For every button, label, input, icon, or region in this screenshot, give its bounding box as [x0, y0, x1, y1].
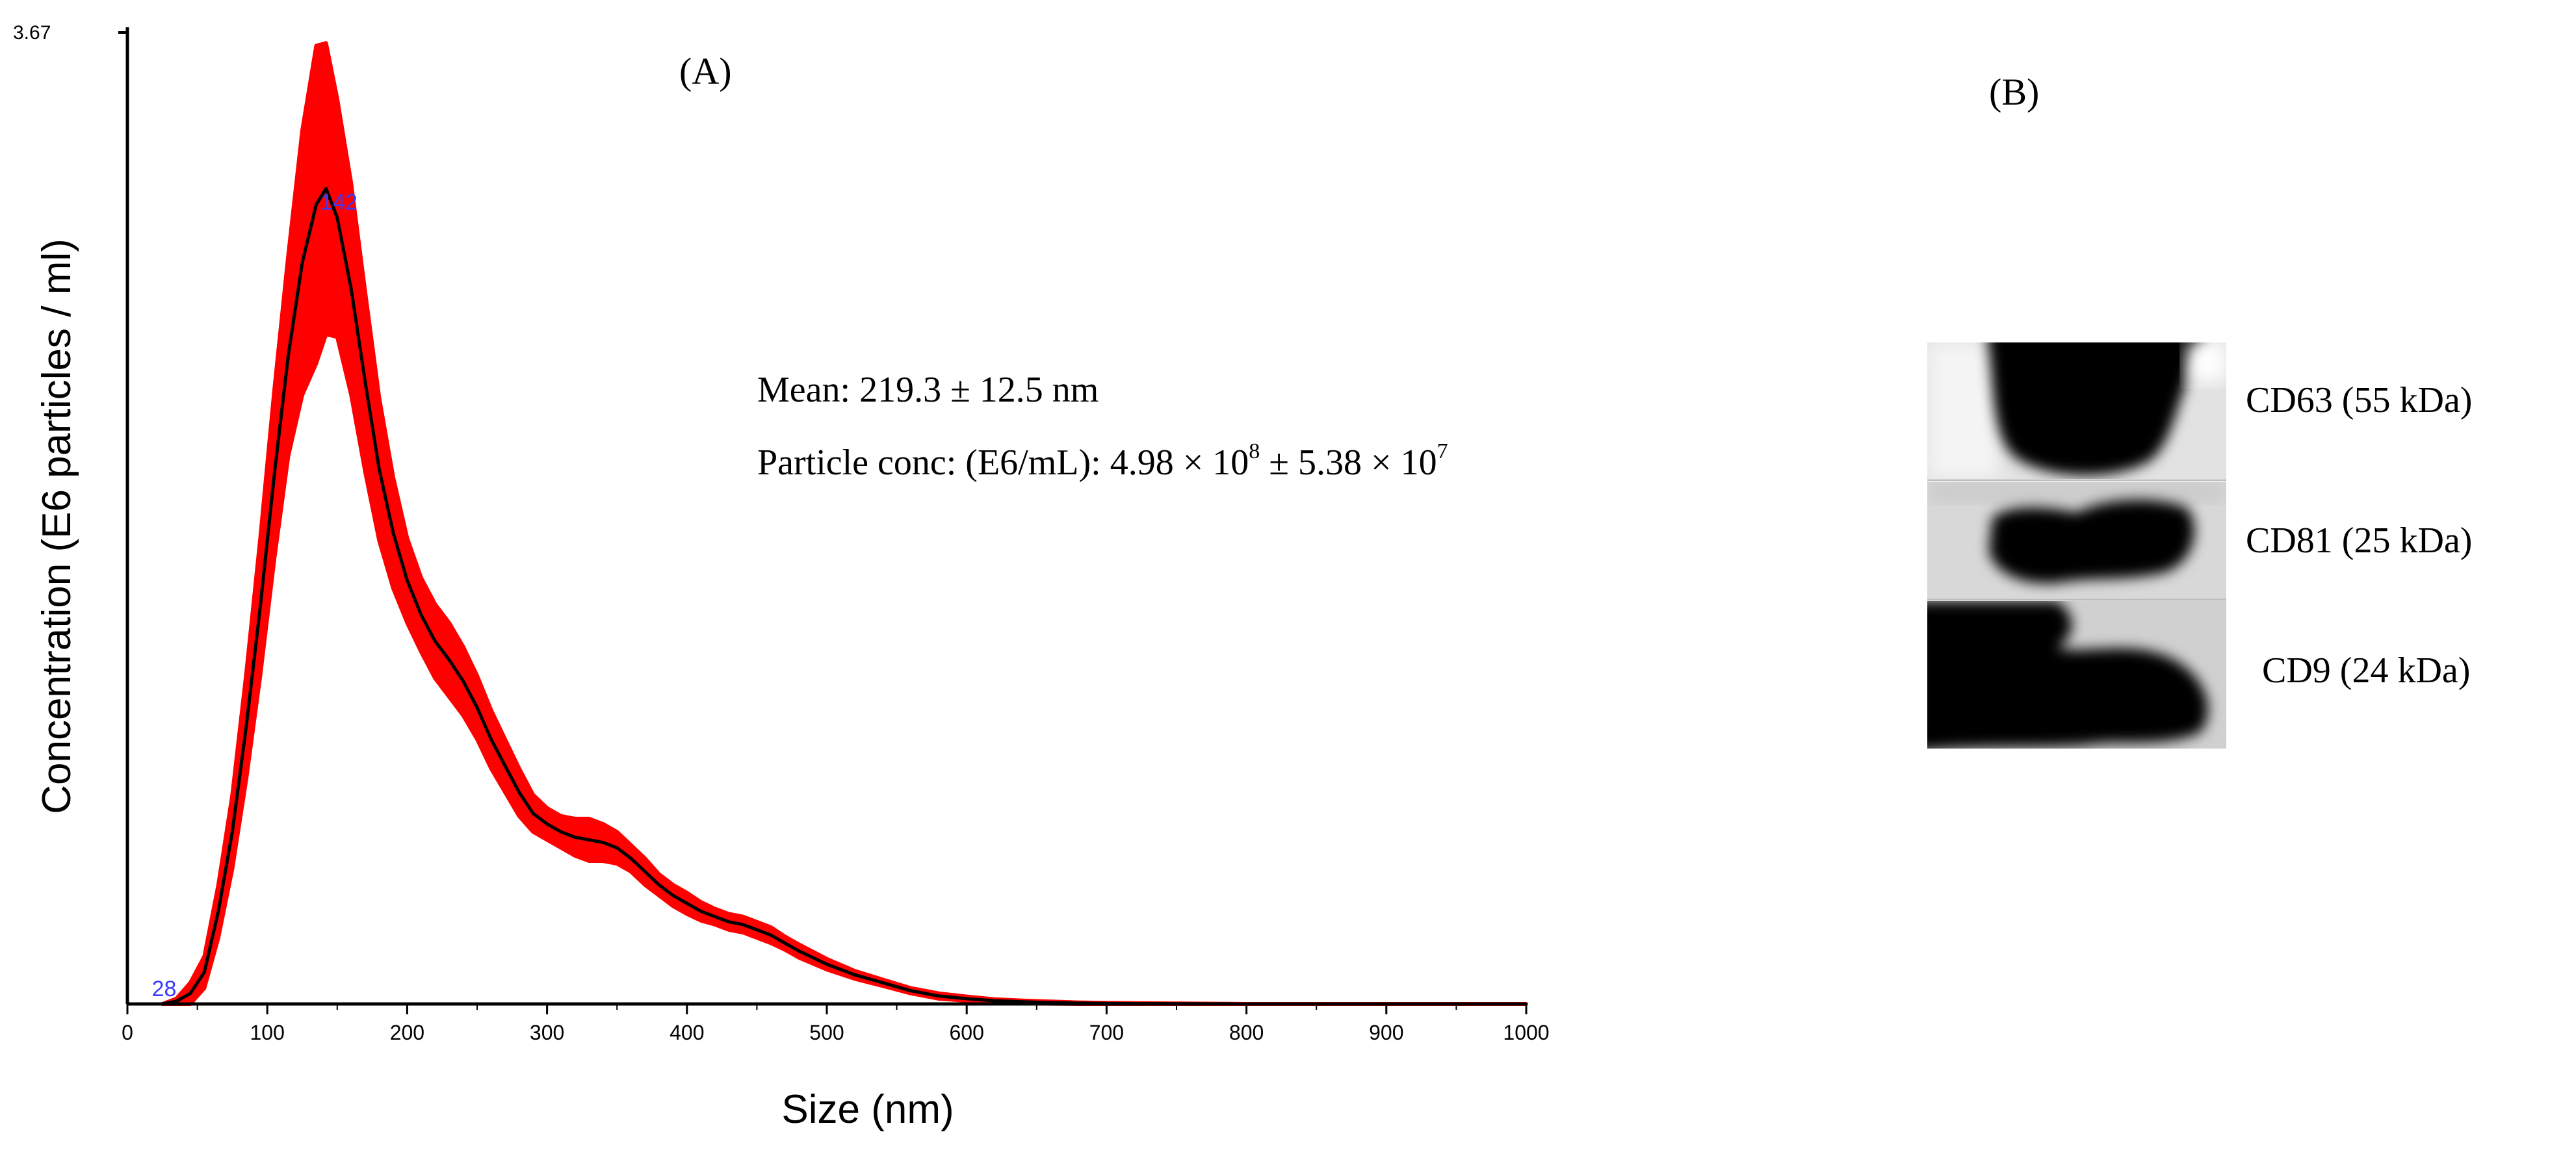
- data-point: [937, 995, 940, 997]
- x-tick-label: 600: [950, 1021, 984, 1044]
- x-axis-title: Size (nm): [781, 1087, 954, 1132]
- data-point: [755, 929, 758, 931]
- data-point: [686, 902, 688, 905]
- blot-label-cd63: CD63 (55 kDa): [2246, 380, 2473, 420]
- x-tick-label: 0: [122, 1021, 133, 1044]
- x-tick-label: 1000: [1503, 1021, 1549, 1044]
- data-point: [245, 725, 248, 727]
- data-point: [560, 830, 562, 833]
- data-point: [532, 812, 534, 815]
- data-point: [462, 680, 464, 682]
- conc-exp1: 8: [1249, 439, 1260, 463]
- data-point: [798, 950, 800, 952]
- error-band-0: [160, 41, 1528, 1006]
- data-point: [434, 640, 436, 643]
- data-point: [658, 884, 660, 886]
- data-point: [1021, 1001, 1024, 1003]
- particle-conc-line: Particle conc: (E6/mL): 4.98 × 108 ± 5.3…: [757, 439, 1448, 483]
- tick-labels: 0 100 200 300 400 500 600 700 800 900 1000: [122, 1021, 1549, 1044]
- error-band-layer: [160, 41, 1528, 1006]
- data-point: [826, 963, 828, 966]
- data-point: [742, 923, 744, 926]
- data-point: [189, 992, 192, 995]
- peak-labels: 142 28: [152, 190, 358, 1001]
- data-point: [364, 381, 367, 383]
- data-point: [287, 354, 289, 357]
- blot-label-cd9: CD9 (24 kDa): [2262, 650, 2471, 691]
- data-point: [909, 990, 912, 992]
- data-point: [350, 288, 352, 290]
- y-axis-title: Concentration (E6 particles / ml): [34, 238, 79, 814]
- data-point: [490, 738, 492, 741]
- mean-label: Mean:: [757, 370, 851, 410]
- data-point: [714, 916, 716, 918]
- y-max-tick-label: 3.67: [13, 22, 51, 44]
- conc-exp2: 7: [1437, 439, 1448, 463]
- data-point: [853, 973, 856, 976]
- data-point: [699, 910, 702, 912]
- peak-label: 142: [320, 190, 358, 215]
- data-point: [546, 823, 549, 825]
- data-point: [476, 706, 478, 709]
- x-tick-label: 400: [670, 1021, 704, 1044]
- data-point: [336, 216, 339, 219]
- data-point: [315, 203, 317, 206]
- panel-a-label: (A): [679, 50, 732, 92]
- x-tick-label: 700: [1089, 1021, 1124, 1044]
- data-point: [574, 836, 577, 838]
- conc-label: Particle conc: (E6/mL):: [757, 443, 1101, 483]
- data-point: [378, 468, 380, 470]
- x-tick-label: 100: [250, 1021, 285, 1044]
- data-point: [504, 764, 506, 767]
- axes: [118, 27, 1528, 1014]
- x-tick-label: 800: [1229, 1021, 1264, 1044]
- conc-base1: 4.98 × 10: [1110, 443, 1249, 483]
- data-point: [630, 857, 632, 860]
- x-tick-label: 200: [390, 1021, 424, 1044]
- data-point: [406, 579, 408, 582]
- peak-label: 28: [152, 977, 177, 1001]
- data-point: [175, 1000, 177, 1003]
- data-point: [616, 847, 618, 849]
- blot-band-cd63: [1927, 342, 2226, 479]
- data-point: [783, 942, 786, 944]
- data-point: [671, 894, 674, 897]
- data-point: [518, 791, 521, 793]
- data-point: [301, 261, 304, 264]
- x-tick-label: 900: [1369, 1021, 1403, 1044]
- data-point: [420, 613, 423, 616]
- panel-b-label: (B): [1989, 71, 2040, 113]
- data-point: [259, 606, 261, 608]
- data-point: [203, 971, 205, 973]
- data-point: [231, 830, 233, 833]
- mean-line: Mean: 219.3 ± 12.5 nm: [757, 369, 1099, 411]
- conc-sep: ± 5.38 × 10: [1260, 443, 1437, 483]
- data-point: [881, 981, 884, 984]
- data-point: [602, 841, 605, 843]
- data-point: [325, 187, 328, 190]
- blot-band-cd9: [1927, 601, 2226, 749]
- western-blot-image: [1927, 342, 2226, 749]
- blot-label-cd81: CD81 (25 kDa): [2246, 520, 2473, 561]
- blot-band-cd81: [1927, 482, 2226, 599]
- data-point: [392, 532, 395, 534]
- data-point: [727, 921, 730, 923]
- x-tick-label: 300: [530, 1021, 564, 1044]
- data-point: [448, 658, 450, 661]
- data-point: [993, 999, 996, 1002]
- data-point: [770, 934, 772, 936]
- data-point: [217, 910, 220, 912]
- data-point: [644, 870, 646, 873]
- data-point: [273, 473, 276, 476]
- mean-value: 219.3 ± 12.5 nm: [859, 370, 1099, 410]
- data-point: [588, 838, 590, 841]
- data-point: [965, 997, 968, 1000]
- x-tick-label: 500: [809, 1021, 844, 1044]
